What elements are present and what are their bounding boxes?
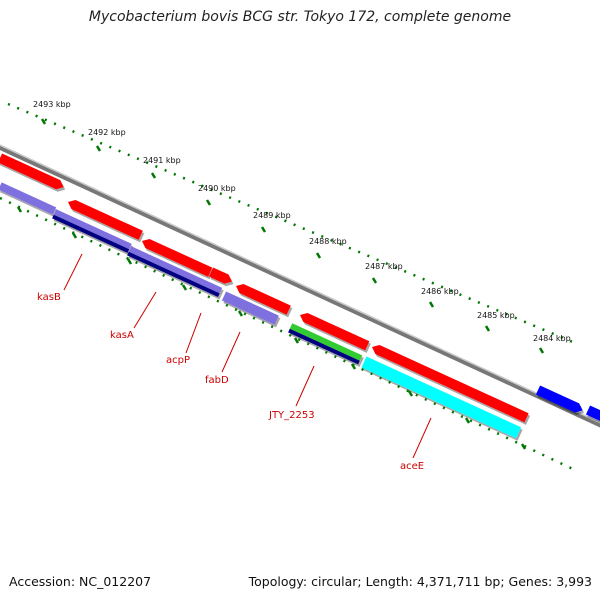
- gene-label-aceE: aceE: [400, 461, 424, 472]
- reverse-cds-dark: [127, 251, 220, 297]
- inner-major-ticks: [16, 206, 527, 450]
- genome-backbone-highlight: [0, 144, 600, 424]
- gene-label-JTY_2253: JTY_2253: [268, 410, 315, 421]
- kbp-label: 2489 kbp: [253, 211, 291, 220]
- kbp-label: 2492 kbp: [88, 128, 126, 137]
- major-tick: [237, 310, 244, 317]
- forward-cds: [300, 312, 370, 351]
- major-tick: [293, 337, 300, 344]
- reverse-cds: [0, 182, 57, 215]
- major-tick: [428, 301, 435, 308]
- kbp-labels: 2493 kbp 2492 kbp 2491 kbp 2490 kbp 2489…: [33, 100, 571, 343]
- reverse-strand-features: [0, 182, 522, 439]
- forward-cds: [208, 267, 232, 284]
- leader-line-acpP: [185, 312, 202, 354]
- accession-text: Accession: NC_012207: [9, 574, 152, 589]
- map-title: Mycobacterium bovis BCG str. Tokyo 172, …: [88, 9, 512, 25]
- reverse-cds: [221, 291, 279, 325]
- forward-cds: [68, 199, 143, 240]
- kbp-label: 2484 kbp: [533, 334, 571, 343]
- genome-backbone: [0, 144, 600, 428]
- reverse-cds: [128, 246, 223, 294]
- major-tick: [181, 284, 188, 291]
- major-tick: [538, 347, 545, 354]
- outer-major-ticks: [40, 118, 545, 354]
- gene-labels: kasB kasA acpP fabD JTY_2253 aceE: [37, 292, 424, 472]
- outer-tick-track: [7, 102, 576, 345]
- major-tick: [126, 258, 133, 265]
- leader-line-JTY_2253: [295, 365, 315, 407]
- gene-label-fabD: fabD: [205, 375, 229, 386]
- forward-cds-blue: [535, 385, 583, 413]
- major-tick: [371, 277, 378, 284]
- reverse-cds-dark: [52, 214, 130, 253]
- leader-line-kasB: [63, 253, 83, 291]
- major-tick: [71, 232, 78, 239]
- major-tick: [464, 417, 471, 424]
- leader-line-fabD: [221, 331, 241, 373]
- outer-minor-ticks: [7, 102, 576, 345]
- green-feature: [289, 323, 363, 361]
- forward-cds: [142, 238, 213, 277]
- reverse-cds-dark: [288, 328, 360, 365]
- major-tick: [95, 145, 102, 152]
- inner-minor-ticks: [0, 196, 576, 472]
- major-tick: [520, 443, 527, 450]
- gene-label-kasB: kasB: [37, 292, 61, 303]
- kbp-label: 2491 kbp: [143, 156, 181, 165]
- forward-cds-kasB: [0, 153, 64, 190]
- major-tick: [350, 363, 357, 370]
- forward-cds: [372, 344, 529, 423]
- major-tick: [16, 206, 23, 213]
- major-tick: [150, 172, 157, 179]
- reverse-cds: [53, 209, 132, 250]
- gene-label-acpP: acpP: [166, 355, 190, 366]
- kbp-label: 2493 kbp: [33, 100, 71, 109]
- cyan-feature: [361, 356, 522, 439]
- gene-label-kasA: kasA: [110, 330, 134, 341]
- major-tick: [484, 325, 491, 332]
- forward-cds: [236, 283, 291, 315]
- major-tick: [407, 390, 414, 397]
- forward-cds-blue: [585, 405, 600, 428]
- major-tick: [205, 199, 212, 206]
- inner-tick-track: [0, 196, 576, 472]
- kbp-label: 2485 kbp: [477, 311, 515, 320]
- leader-line-kasA: [133, 291, 157, 329]
- gene-leader-lines: [63, 253, 432, 459]
- major-tick: [260, 226, 267, 233]
- major-tick: [315, 252, 322, 259]
- kbp-label: 2488 kbp: [309, 237, 347, 246]
- leader-line-aceE: [412, 417, 432, 459]
- major-tick: [40, 118, 47, 125]
- topology-text: Topology: circular; Length: 4,371,711 bp…: [248, 574, 592, 589]
- forward-strand-features: [0, 153, 600, 428]
- kbp-label: 2490 kbp: [198, 184, 236, 193]
- kbp-label: 2486 kbp: [421, 287, 459, 296]
- kbp-label: 2487 kbp: [365, 262, 403, 271]
